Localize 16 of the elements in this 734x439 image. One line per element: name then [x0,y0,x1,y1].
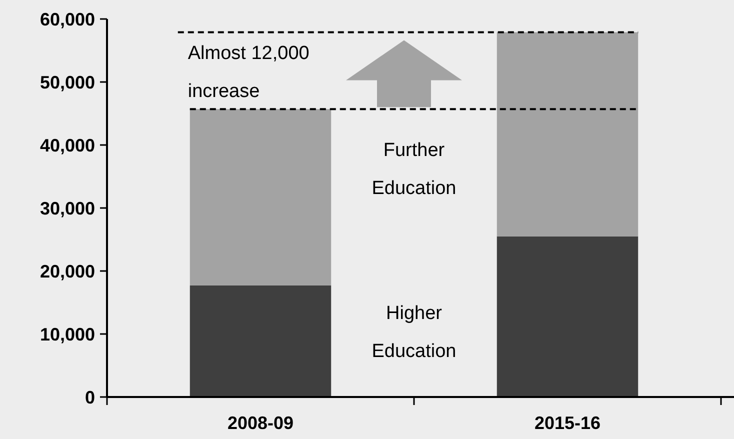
y-tick-label: 0 [84,387,95,408]
x-tick-label: 2015-16 [534,413,601,433]
y-tick-label: 10,000 [40,324,95,344]
y-tick-label: 40,000 [40,135,95,156]
y-tick-label: 20,000 [40,261,95,282]
text: Higher Education [372,302,456,362]
y-tick-label: 60,000 [40,9,95,30]
bar [496,236,638,397]
annotation: Almost 12,000 increase [188,43,310,102]
bar [496,32,638,236]
bar [190,109,332,286]
x-tick-label: 2008-09 [227,413,294,433]
bar [190,285,332,397]
text: Further Education [372,140,456,199]
y-tick-label: 30,000 [40,198,95,218]
y-tick-label: 50,000 [40,72,95,92]
